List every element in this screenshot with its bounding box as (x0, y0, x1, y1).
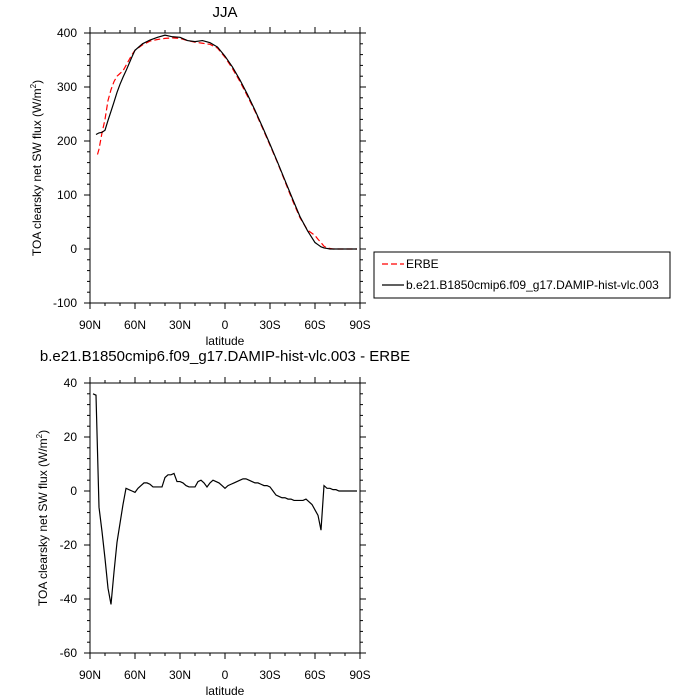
top-series-group (95, 34, 357, 250)
top-x-axis: 90N 60N 30N 0 30S 60S 90S (79, 27, 371, 332)
bottom-x-axis-label: latitude (206, 684, 245, 698)
y-tick-label: 300 (57, 80, 77, 94)
bottom-chart-title: b.e21.B1850cmip6.f09_g17.DAMIP-hist-vlc.… (40, 348, 410, 365)
x-tick-label: 30N (169, 318, 191, 332)
x-tick-label: 60N (124, 318, 146, 332)
y-tick-label: -40 (60, 592, 78, 606)
x-tick-label: 90S (349, 318, 370, 332)
x-tick-label: 60S (304, 668, 325, 682)
legend-box (373, 251, 671, 299)
y-tick-label: 0 (70, 484, 77, 498)
x-tick-label: 60N (124, 668, 146, 682)
bottom-x-axis: 90N 60N 30N 0 30S 60S 90S (79, 377, 371, 682)
top-y-axis-label: TOA clearsky net SW flux (W/m2) (29, 80, 44, 256)
x-tick-label: 30S (259, 318, 280, 332)
x-tick-label: 60S (304, 318, 325, 332)
x-tick-label: 0 (222, 668, 229, 682)
x-tick-label: 30S (259, 668, 280, 682)
y-tick-label: 200 (57, 134, 77, 148)
y-tick-label: 40 (64, 376, 78, 390)
top-x-axis-label: latitude (206, 334, 245, 348)
y-tick-label: -20 (60, 538, 78, 552)
y-tick-label: -100 (53, 296, 77, 310)
x-tick-label: 30N (169, 668, 191, 682)
legend: ERBE b.e21.B1850cmip6.f09_g17.DAMIP-hist… (373, 251, 671, 299)
y-tick-label: 400 (57, 26, 77, 40)
x-tick-label: 90N (79, 668, 101, 682)
bottom-series-group (92, 393, 357, 605)
x-tick-label: 90N (79, 318, 101, 332)
bottom-y-axis-label: TOA clearsky net SW flux (W/m2) (35, 430, 50, 606)
top-chart-title: JJA (212, 4, 237, 21)
y-tick-label: 20 (64, 430, 78, 444)
bottom-plot-frame (89, 382, 361, 654)
bottom-y-axis: -60 -40 -20 0 20 40 (60, 376, 366, 660)
y-tick-label: -60 (60, 646, 78, 660)
top-y-axis: -100 0 100 200 300 400 (53, 26, 366, 310)
bottom-series-line-0 (92, 393, 357, 605)
top-series-line-0 (96, 37, 357, 250)
y-tick-label: 100 (57, 188, 77, 202)
legend-label-model: b.e21.B1850cmip6.f09_g17.DAMIP-hist-vlc.… (406, 278, 659, 292)
x-tick-label: 0 (222, 318, 229, 332)
top-plot-frame (89, 32, 361, 304)
legend-label-erbe: ERBE (406, 257, 439, 271)
top-series-line-1 (95, 34, 357, 250)
x-tick-label: 90S (349, 668, 370, 682)
y-tick-label: 0 (70, 242, 77, 256)
